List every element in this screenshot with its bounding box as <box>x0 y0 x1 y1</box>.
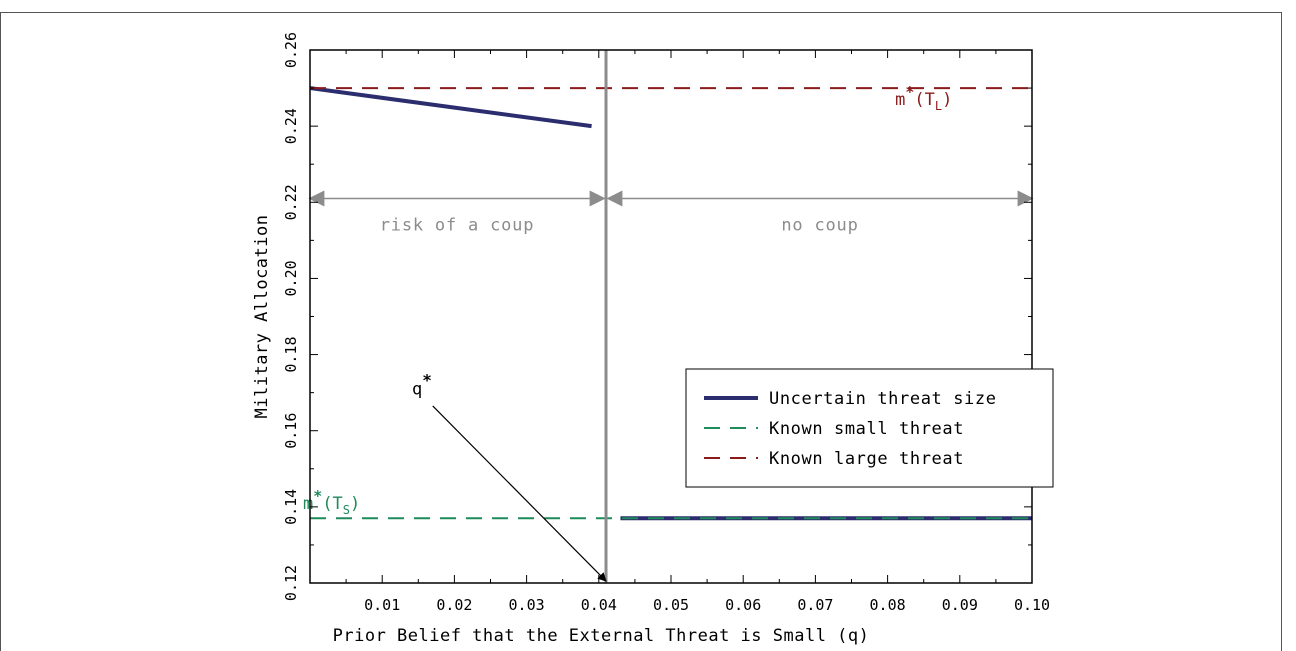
x-tick-label-2: 0.03 <box>509 596 545 614</box>
m-large-label-base: m <box>895 90 905 110</box>
y-axis-title: Military Allocation <box>252 215 272 419</box>
legend-box <box>685 368 1054 488</box>
x-tick-label-4: 0.05 <box>653 596 689 614</box>
m-small-label: m*(TS) <box>303 487 360 517</box>
y-tick-label-4: 0.20 <box>282 260 300 296</box>
m-large-label-paren-open: (T <box>914 90 934 110</box>
m-small-label-paren-close: ) <box>350 494 360 514</box>
x-tick-label-0: 0.01 <box>364 596 400 614</box>
m-large-label-superscript: * <box>905 83 914 101</box>
m-large-label-paren-close: ) <box>942 90 952 110</box>
y-tick-label-5: 0.22 <box>282 184 300 220</box>
x-tick-label-9: 0.10 <box>1014 596 1050 614</box>
m-large-label: m*(TL) <box>895 83 952 113</box>
y-tick-label-3: 0.18 <box>282 337 300 373</box>
m-small-label-paren-open: (T <box>322 494 342 514</box>
x-axis-title: Prior Belief that the External Threat is… <box>333 626 870 646</box>
legend: Uncertain threat size Known small threat K… <box>685 368 1054 488</box>
legend-label-2: Known large threat <box>769 449 964 469</box>
y-tick-label-6: 0.24 <box>282 108 300 144</box>
legend-label-0: Uncertain threat size <box>769 389 997 409</box>
y-tick-label-0: 0.12 <box>282 565 300 601</box>
m-small-label-base: m <box>303 494 313 514</box>
qstar-arrow <box>432 405 607 582</box>
y-tick-label-2: 0.16 <box>282 413 300 449</box>
x-tick-label-7: 0.08 <box>870 596 906 614</box>
m-small-label-superscript: * <box>313 487 322 505</box>
series-0-segment-0 <box>309 86 592 129</box>
y-tick-label-7: 0.26 <box>282 32 300 68</box>
region-label-1: no coup <box>781 215 858 235</box>
m-large-label-subscript: L <box>935 99 942 113</box>
x-tick-label-5: 0.06 <box>725 596 761 614</box>
legend-label-1: Known small threat <box>769 419 964 439</box>
x-tick-label-8: 0.09 <box>942 596 978 614</box>
m-small-label-subscript: S <box>343 503 350 517</box>
y-tick-label-1: 0.14 <box>282 489 300 525</box>
x-tick-label-3: 0.04 <box>581 596 617 614</box>
qstar-superscript: * <box>422 371 432 390</box>
qstar-label: q* <box>412 371 432 400</box>
axes-frame <box>309 49 1033 584</box>
x-tick-label-1: 0.02 <box>436 596 472 614</box>
x-tick-label-6: 0.07 <box>797 596 833 614</box>
region-label-0: risk of a coup <box>380 215 535 235</box>
qstar-base: q <box>412 380 422 400</box>
